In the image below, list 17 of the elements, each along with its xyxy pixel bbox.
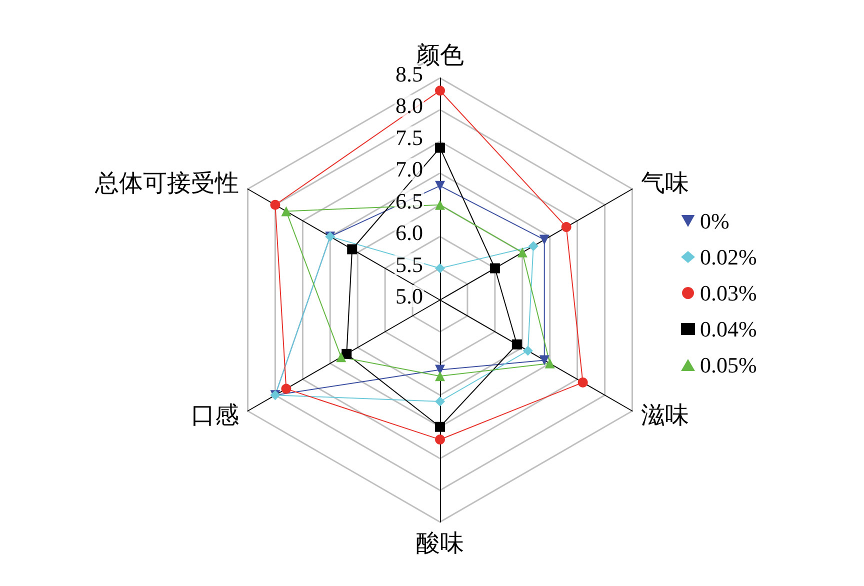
legend-label: 0.05% — [700, 352, 757, 378]
spoke-label: 酸味 — [416, 531, 464, 557]
legend-label: 0.02% — [700, 244, 757, 270]
y-tick-label: 5.0 — [396, 284, 423, 308]
y-tick-label: 6.0 — [396, 220, 423, 246]
spoke-label: 总体可接受性 — [94, 170, 240, 197]
spoke-label: 气味 — [640, 171, 689, 197]
y-tick-label: 7.5 — [396, 124, 423, 150]
y-tick-label: 6.5 — [396, 188, 423, 214]
legend-label: 0.03% — [700, 280, 757, 306]
spoke-label: 口感 — [191, 403, 240, 429]
y-tick-label: 5.5 — [396, 252, 423, 277]
y-tick-label: 7.0 — [396, 156, 423, 182]
legend-label: 0% — [700, 208, 730, 234]
legend-label: 0.04% — [700, 316, 757, 342]
spoke-label: 滋味 — [640, 403, 689, 429]
y-tick-label: 8.0 — [396, 93, 423, 118]
